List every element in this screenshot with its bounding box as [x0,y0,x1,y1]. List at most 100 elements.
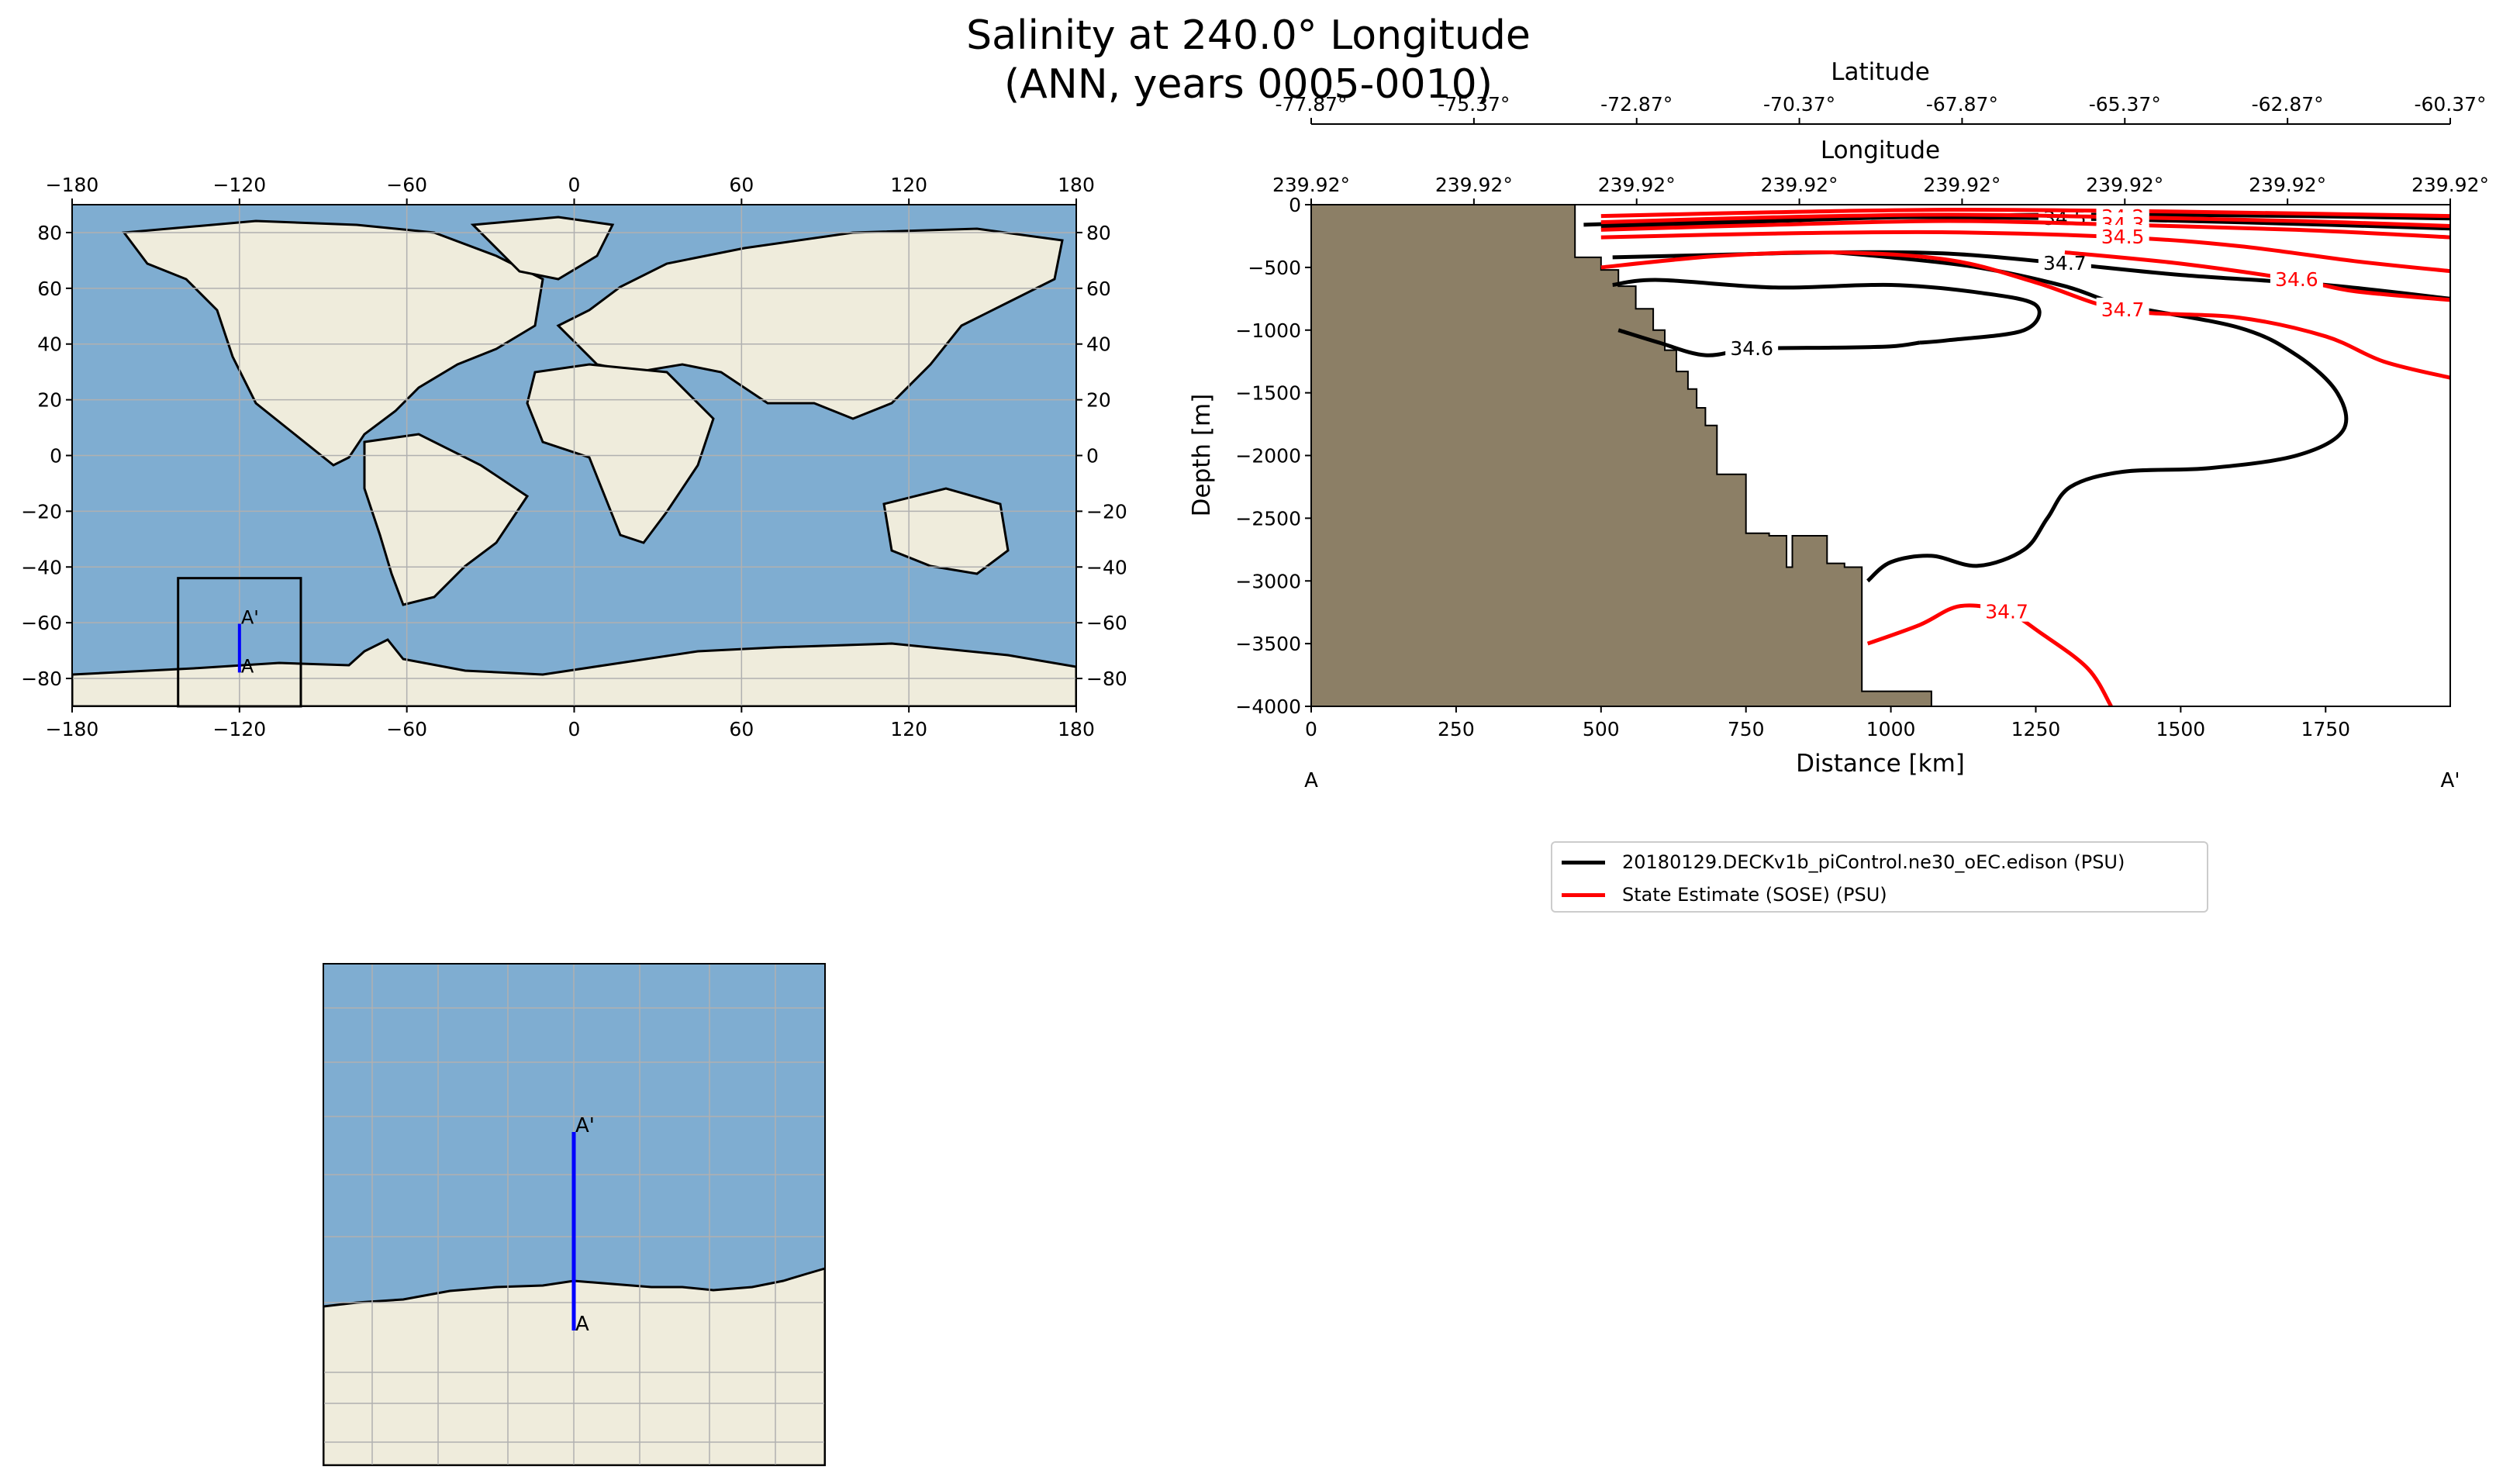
section-start-label: A [1304,769,1318,792]
map-tick-label-right: −60 [1086,612,1127,634]
inset-transect-start-label: A [575,1313,589,1336]
y-tick-label: −2500 [1235,507,1301,530]
map-tick-label-bottom: 120 [890,718,927,740]
map-tick-label-left: 80 [37,222,62,244]
land-south-america [363,433,530,606]
map-tick-label-right: 20 [1086,389,1111,412]
map-tick-label-right: −80 [1086,668,1127,690]
y-tick-label: −500 [1248,257,1301,279]
latitude-tick-label: -75.37° [1438,93,1510,116]
map-tick-label-top: −180 [46,174,99,196]
transect-end-label: A' [241,606,259,628]
map-tick-label-bottom: −180 [46,718,99,740]
model-contour-label: 34.6 [1730,337,1773,360]
map-gridlines [72,205,1076,706]
obs-contour-line [1600,250,2450,380]
model-contour-label: 34.7 [2043,252,2087,274]
x-tick-label: 500 [1583,718,1620,740]
map-tick-label-top: 0 [568,174,581,196]
latitude-tick-label: -72.87° [1600,93,1673,116]
model-contour-line [1612,278,2042,345]
y-tick-label: −1000 [1235,319,1301,342]
legend-label-observations: State Estimate (SOSE) (PSU) [1622,884,1887,906]
contour-label-bg [2096,225,2149,247]
transect-start-label: A [241,655,254,677]
y-tick-label: −1500 [1235,382,1301,405]
longitude-tick-label: 239.92° [2249,174,2326,196]
section-end-label: A' [2441,769,2460,792]
map-tick-label-top: 120 [890,174,927,196]
land-australia [882,487,1010,575]
model-contour-line [1832,250,2349,583]
legend-item-observations: State Estimate (SOSE) (PSU) [1562,879,1887,910]
y-tick-label: −2000 [1235,445,1301,468]
map-tick-label-bottom: 0 [568,718,581,740]
y-tick-label: −4000 [1235,695,1301,718]
obs-contour-label: 34.6 [2275,268,2318,291]
map-ticks: −180 −180 −120 −120 −60 −60 0 0 60 60 120 120 180 180… [21,174,1127,740]
map-tick-label-left: 20 [37,389,62,412]
latitude-tick-label: -77.87° [1275,93,1347,116]
x-tick-label: 1750 [2301,718,2350,740]
map-tick-label-left: 60 [37,278,62,300]
top-axis-latitude-label: Latitude [1831,58,1930,86]
cross-section-axes: 0 250 500 750 1000 1250 1500 1750 0 −500 −1000 −150… [1235,93,2489,740]
contour-label-bg [1980,599,2034,622]
inset-frame [323,963,826,1466]
longitude-tick-label: 239.92° [1923,174,2001,196]
map-land [72,216,1076,706]
map-tick-label-left: 0 [50,445,62,468]
longitude-tick-label: 239.92° [2411,174,2489,196]
map-tick-label-bottom: 60 [729,718,754,740]
obs-contour-label: 34.7 [1985,601,2028,623]
x-tick-label: 250 [1438,718,1475,740]
inset-gridlines [323,964,825,1465]
figure-title-line2: (ANN, years 0005-0010) [1004,61,1493,108]
top-axis-longitude-label: Longitude [1821,136,1940,164]
map-tick-label-left: 40 [37,333,62,356]
map-tick-label-bottom: 180 [1058,718,1095,740]
map-tick-label-top: 180 [1058,174,1095,196]
map-tick-label-left: −40 [21,556,62,578]
inset-map-panel: A A' [323,963,826,1466]
map-tick-label-right: 40 [1086,333,1111,356]
latitude-tick-label: -60.37° [2414,93,2486,116]
map-tick-label-top: −60 [386,174,427,196]
legend: 20180129.DECKv1b_piControl.ne30_oEC.edis… [1551,841,2208,913]
x-tick-label: 0 [1305,718,1317,740]
legend-swatch-model [1562,860,1605,865]
map-tick-label-top: 60 [729,174,754,196]
obs-contour-line [1600,219,2450,240]
land-north-america [122,219,544,467]
cross-section-panel: 34.434.534.634.734.134.234.334.534.634.7… [1188,58,2489,792]
contour-label-bg [2270,267,2323,290]
obs-contour-label: 34.7 [2101,299,2145,321]
map-tick-label-right: 0 [1086,445,1099,468]
map-tick-label-right: −40 [1086,556,1127,578]
longitude-tick-label: 239.92° [1761,174,1838,196]
legend-swatch-observations [1562,892,1605,897]
land-eurasia [556,227,1064,420]
latitude-tick-label: -62.87° [2252,93,2324,116]
map-tick-label-right: 80 [1086,222,1111,244]
legend-item-model: 20180129.DECKv1b_piControl.ne30_oEC.edis… [1562,847,2125,878]
obs-contour-label: 34.5 [2101,226,2145,248]
contour-label-bg [2096,297,2149,319]
obs-contour-line [1600,212,2450,228]
x-axis-label: Distance [km] [1796,750,1965,778]
latitude-tick-label: -67.87° [1926,93,1998,116]
x-tick-label: 1000 [1866,718,1916,740]
legend-label-model: 20180129.DECKv1b_piControl.ne30_oEC.edis… [1622,851,2125,873]
contour-label-bg [1725,336,1779,359]
latitude-tick-label: -65.37° [2089,93,2161,116]
longitude-tick-label: 239.92° [2086,174,2163,196]
map-tick-label-right: −20 [1086,500,1127,523]
seafloor-topography [1311,205,1932,706]
global-map-panel: A A' −180 −180 −120 −120 −60 −60 0 0 60 60 120 120 1… [21,174,1127,740]
longitude-tick-label: 239.92° [1435,174,1513,196]
x-tick-label: 1500 [2156,718,2206,740]
y-tick-label: 0 [1289,194,1301,216]
map-tick-label-right: 60 [1086,278,1111,300]
longitude-tick-label: 239.92° [1598,174,1676,196]
